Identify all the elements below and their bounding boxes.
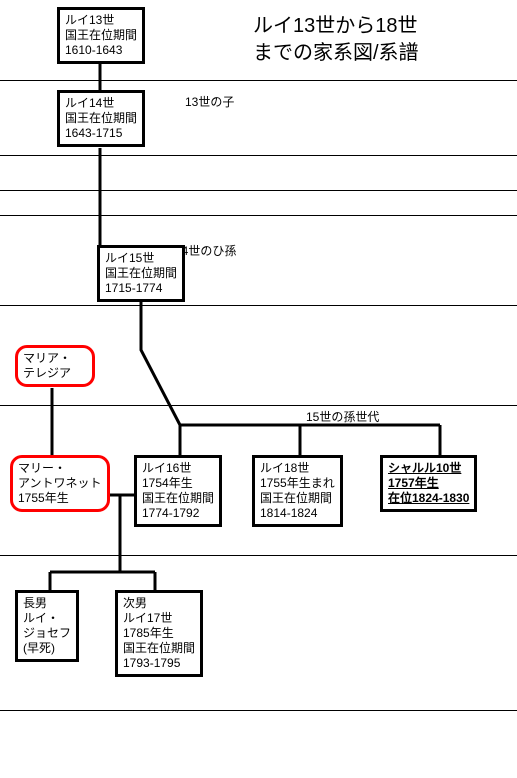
louis15-reign-label: 国王在位期間 <box>105 266 177 280</box>
horizontal-rule <box>0 305 517 306</box>
node-louis15: ルイ15世 国王在位期間 1715-1774 <box>97 245 185 302</box>
edge <box>141 300 180 425</box>
louis16-name: ルイ16世 <box>142 461 191 475</box>
title-line2: までの家系図/系譜 <box>253 42 419 64</box>
horizontal-rule <box>0 710 517 711</box>
horizontal-rule <box>0 215 517 216</box>
marie-antoinette-l1: マリー・ <box>18 461 66 475</box>
diagram-title: ルイ13世から18世 までの家系図/系譜 <box>253 13 419 67</box>
charles10-birth: 1757年生 <box>388 476 439 490</box>
node-louis14: ルイ14世 国王在位期間 1643-1715 <box>57 90 145 147</box>
node-louis13: ルイ13世 国王在位期間 1610-1643 <box>57 7 145 64</box>
node-maria-theresa: マリア・ テレジア <box>15 345 95 387</box>
louis13-reign-years: 1610-1643 <box>65 43 122 57</box>
maria-theresa-l2: テレジア <box>23 366 71 380</box>
horizontal-rule <box>0 405 517 406</box>
maria-theresa-l1: マリア・ <box>23 351 71 365</box>
louis14-reign-label: 国王在位期間 <box>65 111 137 125</box>
louis16-reign-label: 国王在位期間 <box>142 491 214 505</box>
louis17-reign-years: 1793-1795 <box>123 656 180 670</box>
louis17-birth: 1785年生 <box>123 626 174 640</box>
eldest-son-l4: (早死) <box>23 641 55 655</box>
node-marie-antoinette: マリー・ アントワネット 1755年生 <box>10 455 110 512</box>
node-louis17: 次男 ルイ17世 1785年生 国王在位期間 1793-1795 <box>115 590 203 677</box>
louis17-reign-label: 国王在位期間 <box>123 641 195 655</box>
horizontal-rule <box>0 80 517 81</box>
louis16-birth: 1754年生 <box>142 476 193 490</box>
louis18-reign-label: 国王在位期間 <box>260 491 332 505</box>
horizontal-rule <box>0 190 517 191</box>
louis14-name: ルイ14世 <box>65 96 114 110</box>
louis18-birth: 1755年生まれ <box>260 476 335 490</box>
horizontal-rule <box>0 555 517 556</box>
eldest-son-l1: 長男 <box>23 596 47 610</box>
louis15-name: ルイ15世 <box>105 251 154 265</box>
louis18-reign-years: 1814-1824 <box>260 506 317 520</box>
louis18-name: ルイ18世 <box>260 461 309 475</box>
louis13-name: ルイ13世 <box>65 13 114 27</box>
annot-15-grandchild-gen: 15世の孫世代 <box>306 408 379 425</box>
eldest-son-l2: ルイ・ <box>23 611 59 625</box>
node-charles10: シャルル10世 1757年生 在位1824-1830 <box>380 455 477 512</box>
louis17-l1: 次男 <box>123 596 147 610</box>
charles10-reign: 在位1824-1830 <box>388 491 469 505</box>
horizontal-rule <box>0 155 517 156</box>
charles10-name: シャルル10世 <box>388 461 461 475</box>
louis14-reign-years: 1643-1715 <box>65 126 122 140</box>
title-line1: ルイ13世から18世 <box>253 15 418 37</box>
annot-13-child: 13世の子 <box>185 93 234 110</box>
louis15-reign-years: 1715-1774 <box>105 281 162 295</box>
node-louis16: ルイ16世 1754年生 国王在位期間 1774-1792 <box>134 455 222 527</box>
marie-antoinette-birth: 1755年生 <box>18 491 69 505</box>
marie-antoinette-l2: アントワネット <box>18 476 102 490</box>
louis16-reign-years: 1774-1792 <box>142 506 199 520</box>
node-louis18: ルイ18世 1755年生まれ 国王在位期間 1814-1824 <box>252 455 343 527</box>
louis17-name: ルイ17世 <box>123 611 172 625</box>
node-eldest-son: 長男 ルイ・ ジョセフ (早死) <box>15 590 79 662</box>
louis13-reign-label: 国王在位期間 <box>65 28 137 42</box>
eldest-son-l3: ジョセフ <box>23 626 71 640</box>
